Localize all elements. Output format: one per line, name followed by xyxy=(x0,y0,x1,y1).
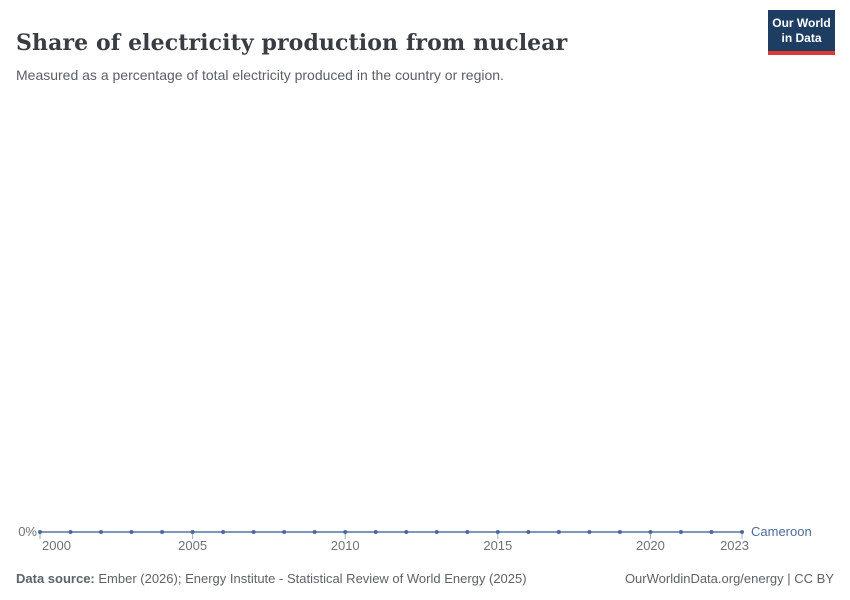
data-point[interactable] xyxy=(282,530,287,534)
data-point[interactable] xyxy=(617,530,622,534)
data-point[interactable] xyxy=(434,530,439,534)
owid-logo-line1: Our World xyxy=(772,16,831,30)
data-point[interactable] xyxy=(312,530,317,534)
x-axis-label: 2000 xyxy=(42,538,71,553)
data-point[interactable] xyxy=(495,530,500,534)
data-point[interactable] xyxy=(678,530,683,534)
data-point[interactable] xyxy=(160,530,165,534)
data-point[interactable] xyxy=(709,530,714,534)
data-point[interactable] xyxy=(343,530,348,534)
x-axis-label: 2005 xyxy=(178,538,208,553)
data-point[interactable] xyxy=(38,530,42,534)
owid-logo-line2: in Data xyxy=(781,31,822,45)
data-point[interactable] xyxy=(404,530,409,534)
x-axis-label: 2020 xyxy=(635,538,665,553)
x-axis-label: 2023 xyxy=(720,538,749,553)
x-axis-label: 2010 xyxy=(330,538,360,553)
data-point[interactable] xyxy=(129,530,134,534)
data-point[interactable] xyxy=(556,530,561,534)
data-source-note: Data source: Ember (2026); Energy Instit… xyxy=(16,571,527,587)
data-point[interactable] xyxy=(221,530,226,534)
series-entity-label[interactable]: Cameroon xyxy=(751,524,812,539)
data-point[interactable] xyxy=(99,530,104,534)
data-point[interactable] xyxy=(465,530,470,534)
data-point[interactable] xyxy=(526,530,531,534)
data-point[interactable] xyxy=(251,530,256,534)
chart-footer: Data source: Ember (2026); Energy Instit… xyxy=(16,571,834,587)
chart-subtitle: Measured as a percentage of total electr… xyxy=(16,67,504,83)
data-source-text: Ember (2026); Energy Institute - Statist… xyxy=(94,571,527,586)
data-point[interactable] xyxy=(68,530,73,534)
x-axis-label: 2015 xyxy=(483,538,513,553)
data-point[interactable] xyxy=(587,530,592,534)
page-title: Share of electricity production from nuc… xyxy=(16,29,568,56)
data-source-label: Data source: xyxy=(16,571,95,586)
data-point[interactable] xyxy=(648,530,653,534)
data-point[interactable] xyxy=(740,530,744,534)
data-point[interactable] xyxy=(190,530,195,534)
data-point[interactable] xyxy=(373,530,378,534)
license-credit[interactable]: OurWorldinData.org/energy | CC BY xyxy=(624,571,834,586)
owid-logo[interactable]: Our World in Data xyxy=(768,10,835,55)
y-axis-tick-label: 0% xyxy=(18,524,37,539)
